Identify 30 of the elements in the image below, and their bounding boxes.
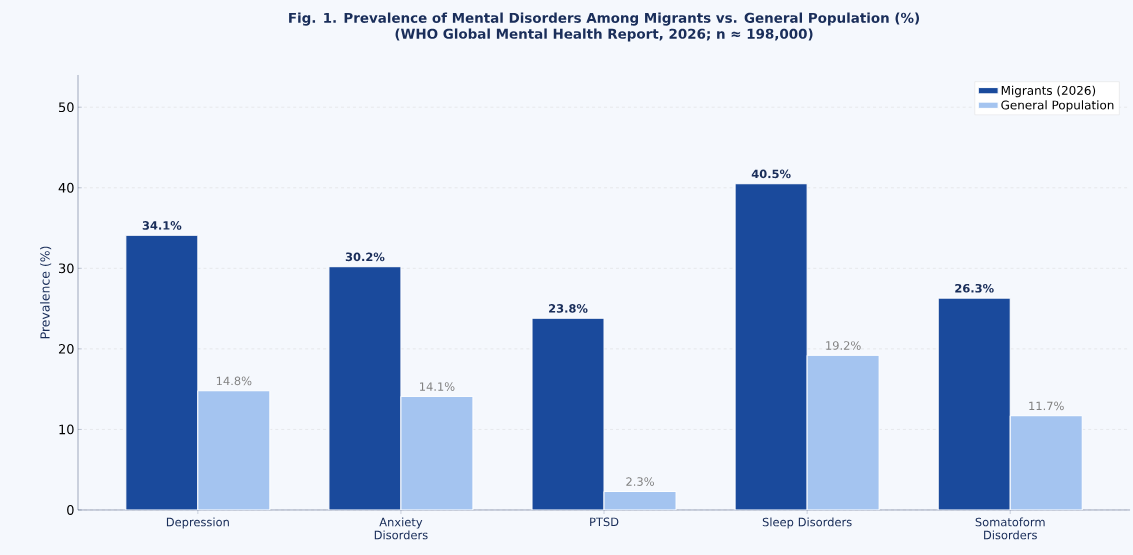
bar bbox=[806, 354, 880, 510]
bar bbox=[197, 390, 271, 510]
data-label: 34.1% bbox=[142, 221, 182, 230]
x-tick-label: PTSD bbox=[590, 517, 619, 527]
chart-title: Fig. 1. Prevalence of Mental Disorders Among Migrants vs. General Population (%) bbox=[289, 12, 919, 26]
y-tick-label: 10 bbox=[59, 424, 74, 435]
data-label: 23.8% bbox=[549, 304, 588, 313]
y-tick-label: 20 bbox=[58, 343, 74, 354]
y-axis-title: Prevalence (%) bbox=[40, 246, 52, 339]
chart-subtitle: (WHO Global Mental Health Report, 2026; n ≈ 198,000) bbox=[395, 28, 813, 42]
y-tick-label: 40 bbox=[58, 182, 74, 193]
y-tick-label: 30 bbox=[58, 263, 74, 274]
data-label: 30.2% bbox=[345, 252, 385, 262]
x-tick-label: Somatoform Disorders bbox=[975, 517, 1045, 540]
data-label: 26.3% bbox=[955, 283, 994, 293]
x-tick-label: Anxiety Disorders bbox=[374, 517, 428, 540]
x-tick-label: Sleep Disorders bbox=[762, 517, 852, 529]
y-tick-label: 50 bbox=[59, 102, 74, 113]
x-tick-label: Depression bbox=[166, 517, 229, 529]
legend-label: Migrants (2026) bbox=[1001, 85, 1096, 98]
data-label: 2.3% bbox=[626, 477, 654, 486]
data-label: 14.1% bbox=[420, 382, 455, 391]
data-label: 14.8% bbox=[216, 376, 252, 386]
data-label: 11.7% bbox=[1029, 401, 1064, 411]
y-tick-label: 0 bbox=[67, 505, 74, 515]
bar bbox=[400, 395, 474, 510]
data-label: 19.2% bbox=[826, 341, 861, 350]
bar bbox=[1009, 415, 1083, 510]
data-label: 40.5% bbox=[751, 169, 791, 179]
legend-label: General Population bbox=[1001, 100, 1114, 112]
